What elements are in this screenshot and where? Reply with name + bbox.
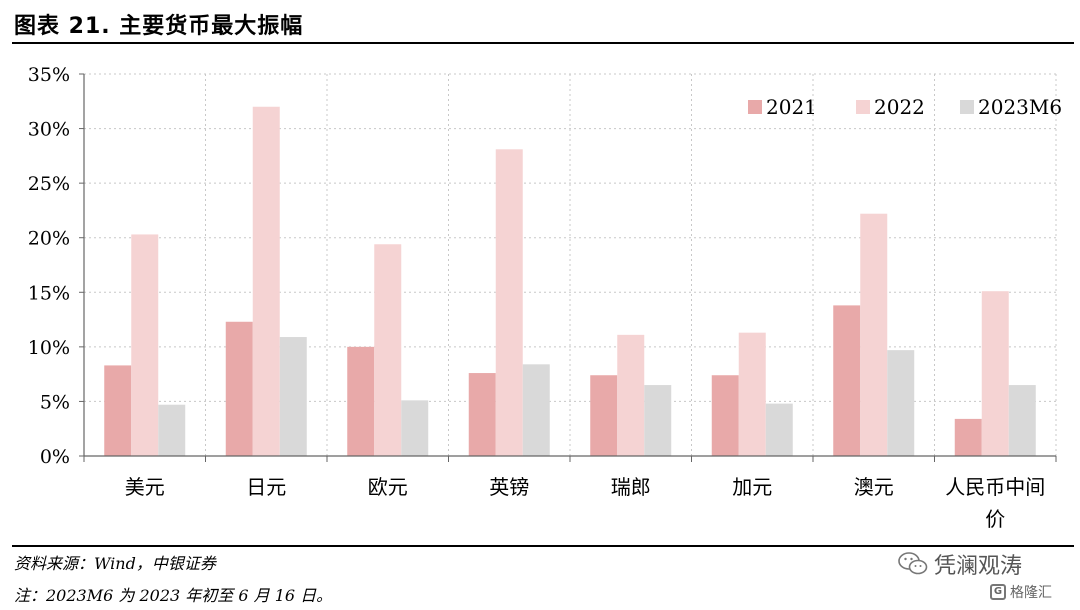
bar-2023M6-0 bbox=[158, 404, 186, 456]
legend-swatch-2022 bbox=[856, 100, 870, 114]
x-tick-label: 加元 bbox=[732, 475, 772, 499]
source-note: 资料来源：Wind，中银证券 bbox=[14, 554, 216, 573]
bar-2021-5 bbox=[711, 375, 739, 456]
bar-2023M6-5 bbox=[765, 403, 793, 456]
bar-2023M6-1 bbox=[279, 337, 307, 456]
bar-2021-4 bbox=[590, 375, 618, 456]
bar-2023M6-6 bbox=[887, 350, 915, 456]
bar-2021-1 bbox=[225, 321, 253, 456]
legend-label: 2022 bbox=[874, 95, 925, 119]
bar-2023M6-3 bbox=[522, 364, 550, 456]
x-tick-label: 澳元 bbox=[854, 475, 894, 499]
legend-label: 2021 bbox=[766, 95, 817, 119]
x-tick-label: 英镑 bbox=[489, 475, 529, 499]
y-tick-label: 20% bbox=[28, 228, 70, 250]
y-tick-label: 0% bbox=[40, 446, 70, 468]
bar-2022-7 bbox=[981, 291, 1009, 456]
x-tick-label: 人民币中间 bbox=[945, 475, 1045, 499]
bar-2021-6 bbox=[833, 305, 861, 456]
bar-2021-3 bbox=[468, 373, 496, 456]
y-tick-label: 25% bbox=[28, 173, 70, 195]
y-tick-label: 10% bbox=[28, 337, 70, 359]
wechat-icon bbox=[898, 552, 928, 575]
legend-swatch-2021 bbox=[748, 100, 762, 114]
footnote: 注：2023M6 为 2023 年初至 6 月 16 日。 bbox=[14, 586, 333, 605]
title-divider bbox=[12, 42, 1074, 44]
bar-2023M6-4 bbox=[644, 385, 672, 456]
bar-2022-4 bbox=[617, 334, 645, 456]
bar-chart: 0% 5% 10% 15% 20% 25% 30% 35% 美元 日元 欧元 英镑 瑞郎 加元 澳元 人民币中… bbox=[28, 64, 1062, 531]
x-tick-label: 价 bbox=[985, 507, 1005, 531]
watermark-text: 凭澜观涛 bbox=[934, 554, 1023, 579]
y-tick-label: 5% bbox=[40, 391, 70, 413]
x-tick-label: 日元 bbox=[246, 475, 286, 499]
y-tick-label: 15% bbox=[28, 282, 70, 304]
y-tick-label: 35% bbox=[28, 64, 70, 86]
x-tick-label: 欧元 bbox=[368, 475, 408, 499]
legend-label: 2023M6 bbox=[978, 95, 1062, 119]
brand-logo-icon: G bbox=[990, 584, 1006, 600]
x-tick-label: 美元 bbox=[125, 475, 165, 499]
watermark: 凭澜观涛 bbox=[898, 548, 1022, 580]
legend-swatch-2023M6 bbox=[960, 100, 974, 114]
footer-divider bbox=[12, 545, 1074, 547]
bar-2022-5 bbox=[738, 332, 766, 456]
bar-2023M6-2 bbox=[401, 400, 429, 456]
bar-2021-2 bbox=[347, 346, 375, 456]
bar-2022-1 bbox=[252, 106, 280, 456]
brand-text: 格隆汇 bbox=[1010, 585, 1052, 601]
bar-2023M6-7 bbox=[1008, 385, 1036, 456]
bar-2022-2 bbox=[374, 244, 402, 456]
bar-2022-3 bbox=[495, 149, 523, 456]
bar-2022-6 bbox=[860, 213, 888, 456]
bar-2022-0 bbox=[131, 234, 159, 456]
brand-watermark: G 格隆汇 bbox=[990, 582, 1052, 602]
page-title: 图表 21. 主要货币最大振幅 bbox=[14, 14, 304, 39]
bar-2021-0 bbox=[104, 365, 132, 456]
y-tick-label: 30% bbox=[28, 119, 70, 141]
bar-2021-7 bbox=[954, 418, 982, 456]
x-tick-label: 瑞郎 bbox=[611, 475, 651, 499]
